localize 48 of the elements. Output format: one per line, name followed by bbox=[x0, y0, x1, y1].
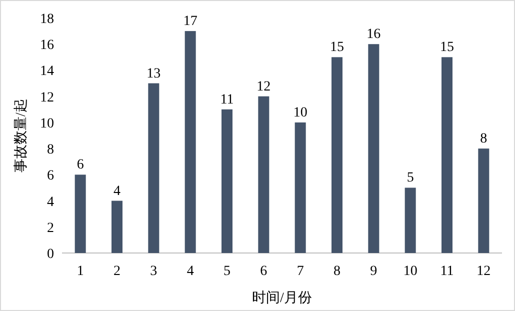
data-label: 4 bbox=[114, 184, 120, 199]
bar bbox=[332, 57, 342, 253]
x-tick-label: 7 bbox=[296, 264, 304, 279]
x-tick-label: 9 bbox=[370, 264, 378, 279]
x-tick-label: 1 bbox=[76, 264, 84, 279]
bar bbox=[184, 31, 196, 253]
y-tick-label: 18 bbox=[40, 12, 54, 27]
bar bbox=[294, 122, 306, 253]
y-tick-label: 4 bbox=[47, 194, 54, 210]
y-tick-label: 10 bbox=[40, 116, 54, 132]
y-axis-title: 事故数量/起 bbox=[13, 98, 29, 172]
bar bbox=[112, 200, 122, 253]
data-label: 16 bbox=[366, 27, 381, 42]
y-tick-label: 16 bbox=[40, 38, 54, 54]
x-tick-label: 4 bbox=[186, 264, 194, 279]
data-label: 11 bbox=[220, 92, 234, 108]
x-axis-title: 时间/月份 bbox=[252, 290, 312, 306]
data-label: 17 bbox=[183, 14, 198, 30]
y-tick-label: 12 bbox=[40, 90, 54, 106]
x-tick-label: 6 bbox=[260, 264, 268, 279]
bar bbox=[404, 188, 416, 253]
y-tick-label: 8 bbox=[47, 142, 54, 158]
y-tick-label: 0 bbox=[47, 247, 54, 262]
bar bbox=[258, 96, 270, 253]
x-tick-label: 3 bbox=[150, 264, 158, 279]
x-tick-label: 10 bbox=[403, 264, 418, 279]
y-tick-label: 14 bbox=[40, 64, 54, 80]
x-tick-label: 12 bbox=[476, 264, 491, 279]
data-label: 5 bbox=[406, 170, 414, 186]
data-label: 15 bbox=[330, 40, 344, 56]
x-tick-label: 5 bbox=[224, 264, 230, 279]
data-label: 8 bbox=[480, 132, 488, 147]
data-label: 12 bbox=[256, 79, 271, 94]
x-tick-label: 8 bbox=[334, 264, 340, 279]
bar bbox=[442, 57, 452, 253]
data-label: 10 bbox=[293, 105, 308, 120]
bar bbox=[74, 174, 86, 253]
data-label: 6 bbox=[76, 158, 84, 173]
y-tick-label: 2 bbox=[47, 220, 54, 236]
bar bbox=[222, 109, 232, 253]
bar bbox=[478, 148, 490, 253]
x-tick-label: 2 bbox=[114, 264, 120, 279]
data-label: 15 bbox=[440, 40, 454, 56]
bar bbox=[368, 44, 380, 253]
x-tick-label: 11 bbox=[440, 264, 454, 279]
data-label: 13 bbox=[146, 66, 161, 82]
bar bbox=[148, 83, 160, 253]
y-tick-label: 6 bbox=[47, 168, 54, 184]
